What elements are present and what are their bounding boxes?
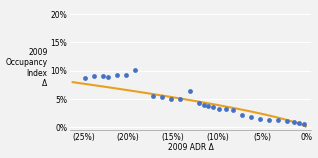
Point bbox=[284, 120, 289, 122]
Point bbox=[275, 119, 280, 121]
Point bbox=[150, 95, 156, 97]
Point bbox=[297, 122, 302, 124]
Point bbox=[240, 114, 245, 116]
Point bbox=[210, 106, 215, 108]
Point bbox=[206, 105, 211, 107]
Point bbox=[201, 103, 206, 106]
Y-axis label: 2009
Occupancy
Index
Δ: 2009 Occupancy Index Δ bbox=[5, 48, 48, 88]
Point bbox=[168, 97, 173, 100]
X-axis label: 2009 ADR Δ: 2009 ADR Δ bbox=[168, 143, 213, 152]
Point bbox=[92, 75, 97, 78]
Point bbox=[249, 115, 254, 118]
Point bbox=[217, 108, 222, 111]
Point bbox=[83, 76, 88, 79]
Point bbox=[106, 76, 111, 78]
Point bbox=[301, 123, 307, 125]
Point bbox=[133, 68, 138, 71]
Point bbox=[188, 89, 193, 92]
Point bbox=[258, 118, 263, 120]
Point bbox=[100, 75, 106, 77]
Point bbox=[124, 73, 129, 76]
Point bbox=[224, 107, 229, 110]
Point bbox=[177, 98, 182, 100]
Point bbox=[266, 118, 272, 121]
Point bbox=[231, 109, 236, 111]
Point bbox=[197, 102, 202, 104]
Point bbox=[115, 74, 120, 76]
Point bbox=[159, 96, 164, 99]
Point bbox=[292, 121, 297, 123]
